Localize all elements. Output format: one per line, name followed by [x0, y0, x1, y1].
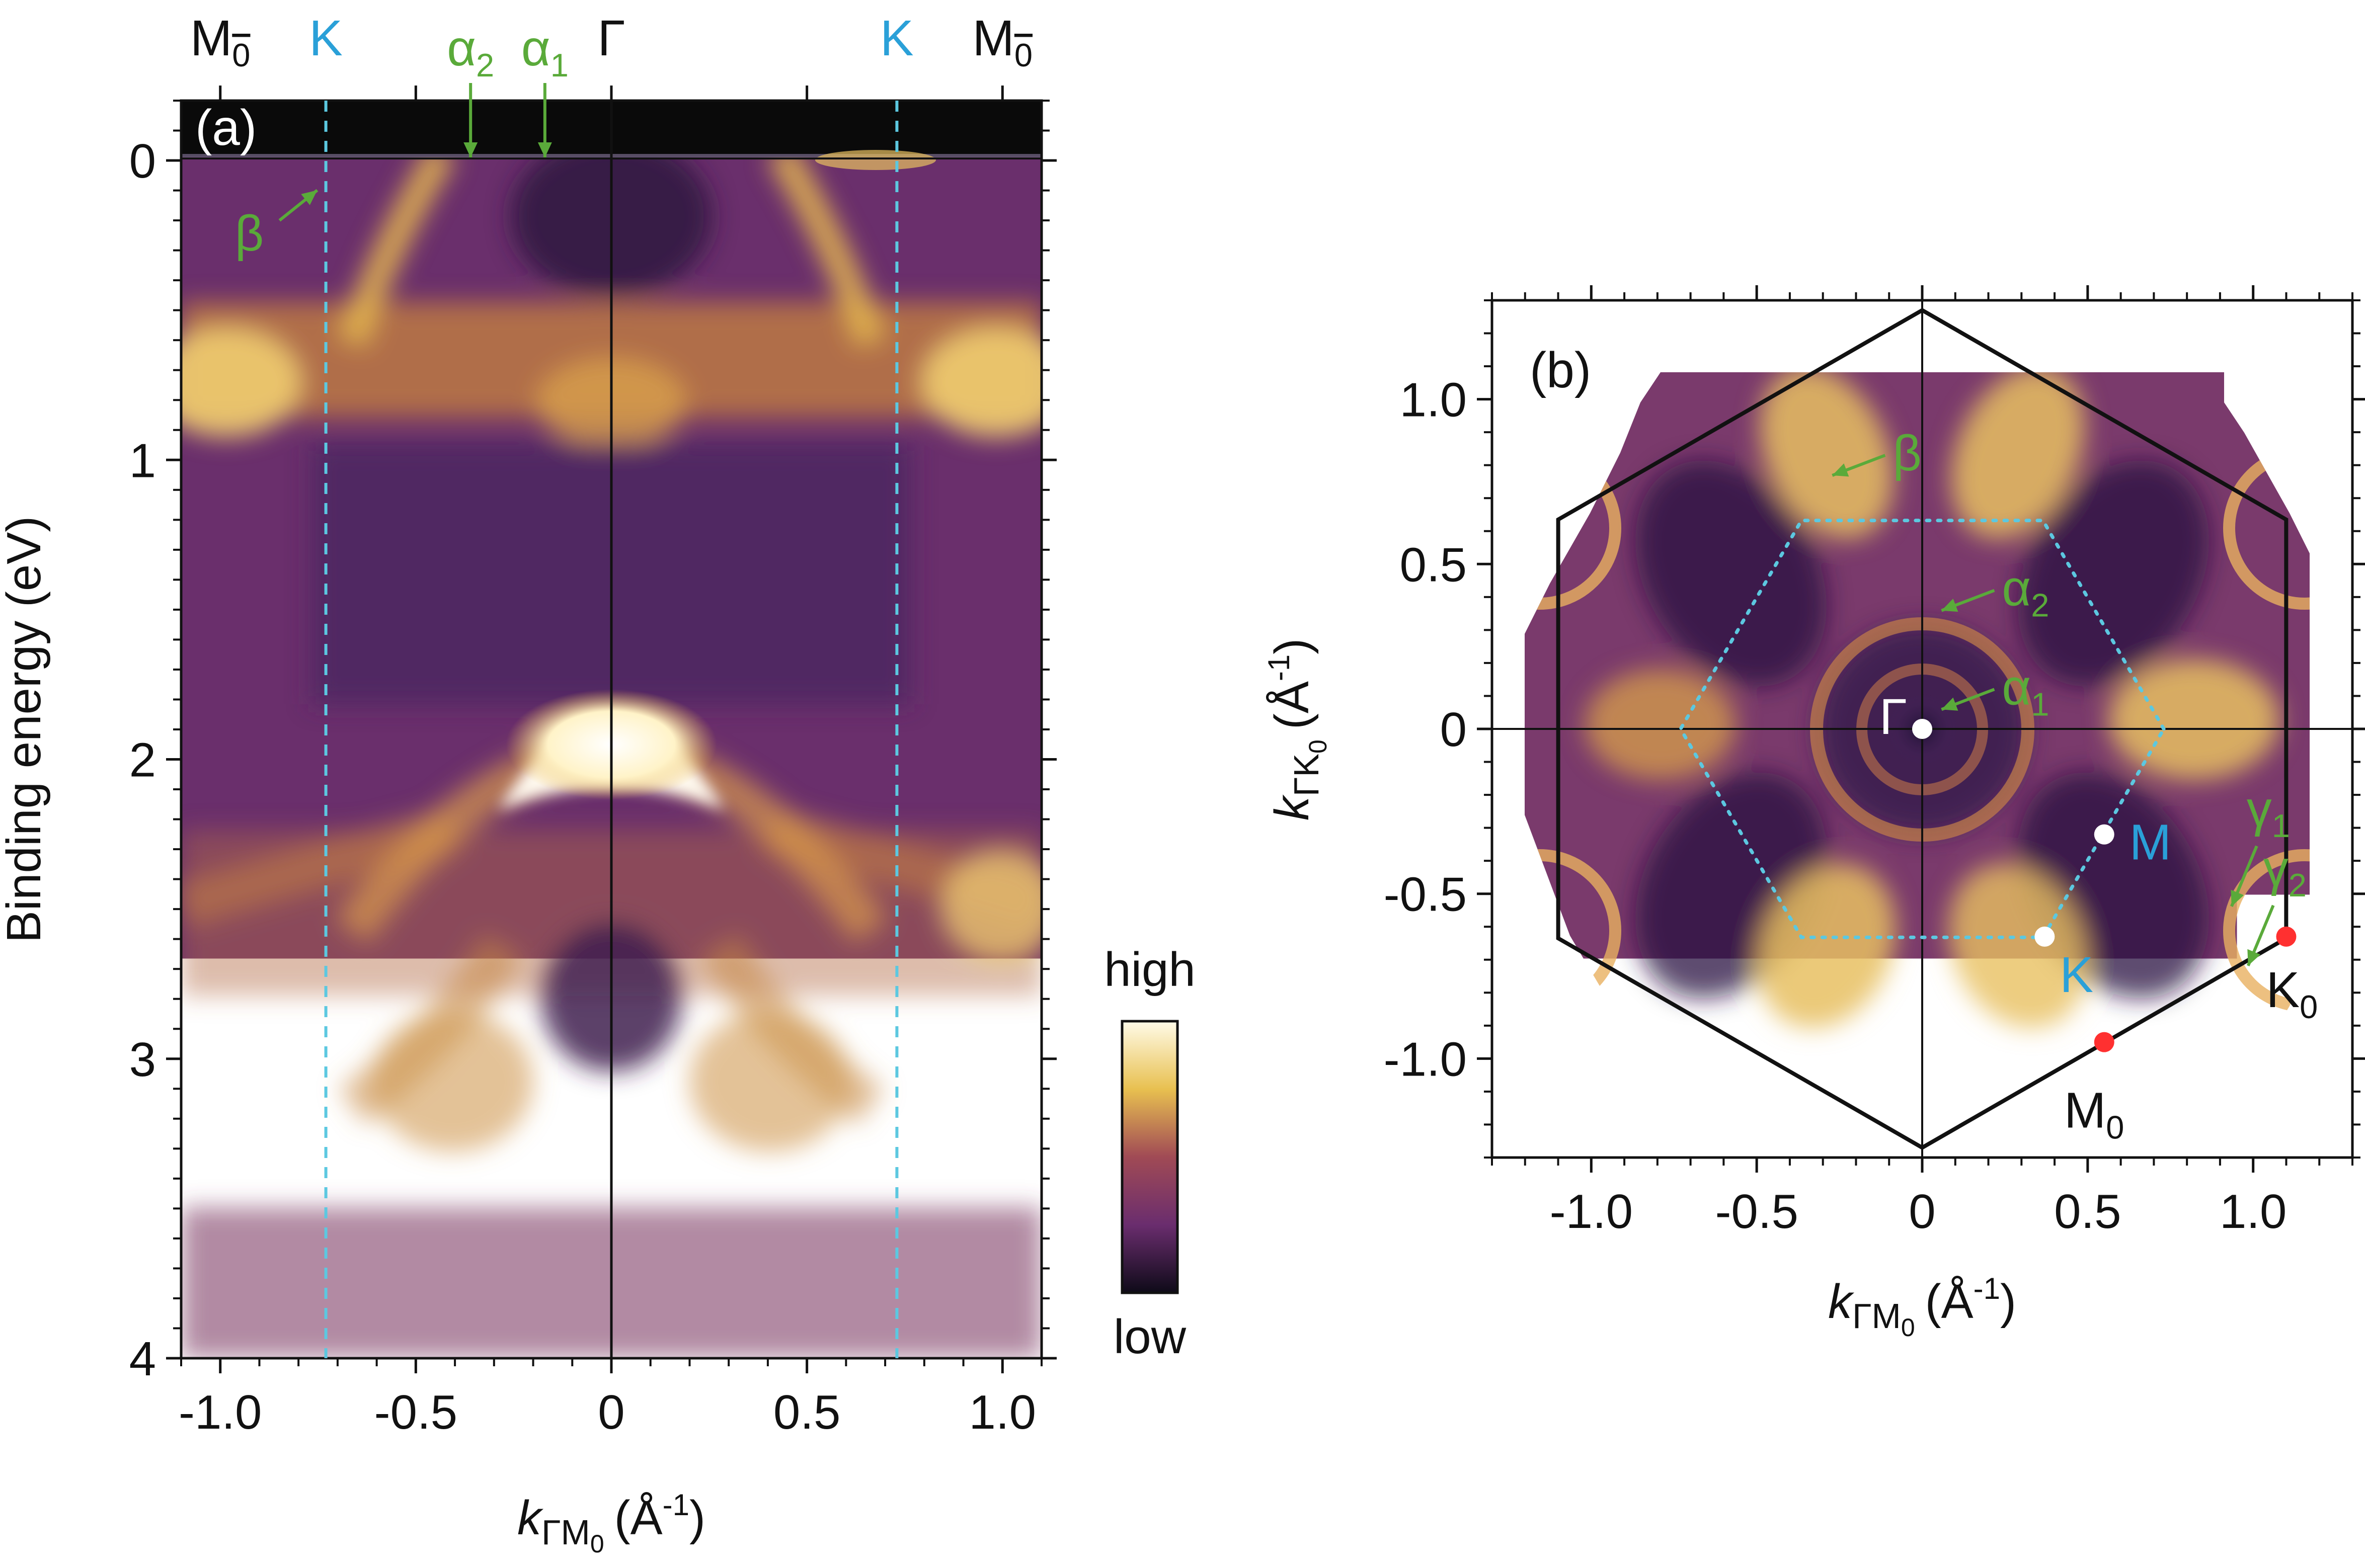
- panel-b-ytick-label: 0.5: [1400, 538, 1467, 592]
- panel-b-xlabel-exp: -1: [1974, 1272, 2000, 1305]
- panel-b-ylabel-close: ): [1265, 638, 1319, 654]
- panel-b-point-label-4: M0: [2064, 1083, 2124, 1146]
- panel-b-xlabel-subsub: 0: [1901, 1313, 1915, 1342]
- panel-b-ytick-label: -1.0: [1384, 1032, 1467, 1086]
- panel-b-ann-2-sub: 1: [2031, 686, 2049, 722]
- panel-a-ann-alpha1-text: α: [521, 20, 550, 76]
- panel-b-ann-0: β: [1893, 425, 1922, 481]
- panel-b-point-label-3: K0: [2266, 962, 2318, 1025]
- panel-a: -1.0 -0.5 0 0.5 1.001234 M0 K Γ K M0 α2 α1β (a) B…: [0, 10, 1196, 1558]
- panel-a-xlabel-unit: (Å: [614, 1491, 663, 1545]
- panel-a-xtick-label: 0: [598, 1385, 624, 1439]
- panel-b-xlabel-unit: (Å: [1925, 1275, 1974, 1329]
- panel-b-point-4: [2094, 1032, 2114, 1052]
- panel-b: -1.0 -0.5 0 0.5 1.0-1.0-0.500.51.0 ΓMK K0M0 β…: [1262, 285, 2365, 1342]
- panel-b-ylabel-main: k: [1265, 794, 1319, 820]
- panel-a-top-label-m0: M0: [190, 10, 250, 73]
- panel-b-point-0: [1912, 719, 1932, 739]
- panel-b-point-label-2-text: K: [2060, 947, 2093, 1003]
- panel-a-xlabel-close: ): [689, 1491, 705, 1545]
- panel-b-ytick-label: 0: [1440, 703, 1467, 757]
- panel-b-xlabel-close: ): [2000, 1275, 2016, 1329]
- panel-b-point-label-0-text: Γ: [1879, 689, 1907, 745]
- panel-a-ann-beta: β: [235, 205, 264, 262]
- panel-b-ytick-label: 1.0: [1400, 373, 1467, 427]
- panel-b-ann-1-sub: 2: [2031, 587, 2049, 624]
- panel-a-top-label-k-text: K: [880, 10, 914, 66]
- panel-b-point-2: [2034, 927, 2055, 947]
- panel-a-xtick-label: -1.0: [179, 1385, 262, 1439]
- panel-b-xtick-label: 0: [1909, 1185, 1935, 1239]
- panel-a-top-label-k-text: K: [309, 10, 343, 66]
- panel-b-point-label-4-text: M: [2064, 1083, 2106, 1139]
- panel-b-xtick-label: 1.0: [2220, 1185, 2287, 1239]
- panel-b-ann-4-text: γ: [2263, 840, 2289, 896]
- colorbar-low-label: low: [1114, 1310, 1187, 1364]
- panel-a-top-label-m0-text: M: [973, 10, 1014, 66]
- panel-b-point-label-1-text: M: [2130, 814, 2171, 871]
- panel-b-xtick-label: -0.5: [1715, 1185, 1798, 1239]
- panel-b-ann-2-text: α: [2002, 659, 2031, 715]
- panel-b-ylabel: kΓK0 (Å-1): [1262, 638, 1332, 820]
- panel-b-xtick-label: 0.5: [2054, 1185, 2121, 1239]
- panel-b-label: (b): [1530, 342, 1591, 398]
- panel-b-xtick-label: -1.0: [1550, 1185, 1633, 1239]
- panel-b-point-1: [2094, 824, 2114, 845]
- panel-b-ann-1-text: α: [2002, 560, 2031, 617]
- panel-b-point-label-1: M: [2130, 814, 2171, 871]
- panel-a-xlabel-main: k: [517, 1491, 544, 1545]
- panel-a-ytick-label: 4: [129, 1332, 156, 1386]
- panel-a-top-label-m0-sub: 0: [1014, 37, 1033, 73]
- panel-a-ann-alpha1: α1: [521, 20, 569, 84]
- panel-b-ann-3-sub: 1: [2272, 807, 2290, 844]
- panel-b-ylabel-subsub: 0: [1304, 739, 1332, 754]
- panel-b-ylabel-unit: (Å: [1265, 681, 1319, 729]
- panel-a-top-labels: M0 K Γ K M0: [190, 10, 1033, 73]
- panel-b-ann-4-sub: 2: [2289, 867, 2307, 903]
- panel-b-point-3: [2276, 927, 2296, 947]
- panel-a-ann-beta-text: β: [235, 205, 264, 262]
- panel-a-ann-alpha2: α2: [447, 20, 494, 84]
- panel-a-ytick-label: 1: [129, 434, 156, 487]
- panel-b-point-label-4-sub: 0: [2106, 1109, 2124, 1146]
- colorbar: [1122, 1021, 1177, 1293]
- panel-a-ytick-label: 0: [129, 134, 156, 188]
- panel-a-ytick-label: 3: [129, 1033, 156, 1087]
- panel-b-ann-0-text: β: [1893, 425, 1922, 481]
- panel-a-top-label-m0-sub: 0: [232, 37, 250, 73]
- panel-b-ann-3-text: γ: [2247, 781, 2272, 837]
- panel-b-point-label-0: Γ: [1879, 689, 1907, 745]
- panel-b-xlabel-sub: ΓM: [1852, 1296, 1901, 1336]
- panel-a-ann-alpha1-sub: 1: [550, 47, 569, 84]
- colorbar-high-label: high: [1104, 943, 1196, 997]
- panel-a-top-label-gamma: Γ: [597, 10, 625, 66]
- panel-a-ylabel: Binding energy (eV): [0, 516, 51, 943]
- panel-a-xlabel-sub: ΓM: [541, 1513, 590, 1552]
- panel-a-ytick-label: 2: [129, 733, 156, 787]
- panel-b-point-label-2: K: [2060, 947, 2093, 1003]
- panel-a-top-label-k: K: [880, 10, 914, 66]
- figure: -1.0 -0.5 0 0.5 1.001234 M0 K Γ K M0 α2 α1β (a) B…: [0, 0, 2365, 1568]
- panel-a-label: (a): [195, 100, 257, 156]
- panel-a-xlabel: kΓM0 (Å-1): [517, 1488, 705, 1558]
- panel-a-xtick-label: 1.0: [969, 1385, 1036, 1439]
- panel-a-top-label-k: K: [309, 10, 343, 66]
- panel-b-xlabel-main: k: [1828, 1275, 1855, 1329]
- panel-b-ytick-label: -0.5: [1384, 868, 1467, 922]
- panel-a-xtick-label: -0.5: [374, 1385, 457, 1439]
- panel-a-xtick-label: 0.5: [773, 1385, 840, 1439]
- panel-a-top-label-gamma-text: Γ: [597, 10, 625, 66]
- panel-b-ylabel-exp: -1: [1262, 654, 1296, 681]
- panel-b-xlabel: kΓM0 (Å-1): [1828, 1272, 2016, 1342]
- panel-a-xlabel-subsub: 0: [590, 1530, 604, 1558]
- panel-a-xlabel-exp: -1: [663, 1488, 689, 1522]
- panel-b-ylabel-sub: ΓK: [1287, 754, 1326, 796]
- panel-a-top-label-m0: M0: [973, 10, 1033, 73]
- panel-a-ann-alpha2-sub: 2: [476, 47, 494, 84]
- panel-a-ann-alpha2-text: α: [447, 20, 476, 76]
- panel-b-point-label-3-text: K: [2266, 962, 2300, 1018]
- panel-b-point-label-3-sub: 0: [2300, 988, 2318, 1025]
- panel-a-top-label-m0-text: M: [190, 10, 232, 66]
